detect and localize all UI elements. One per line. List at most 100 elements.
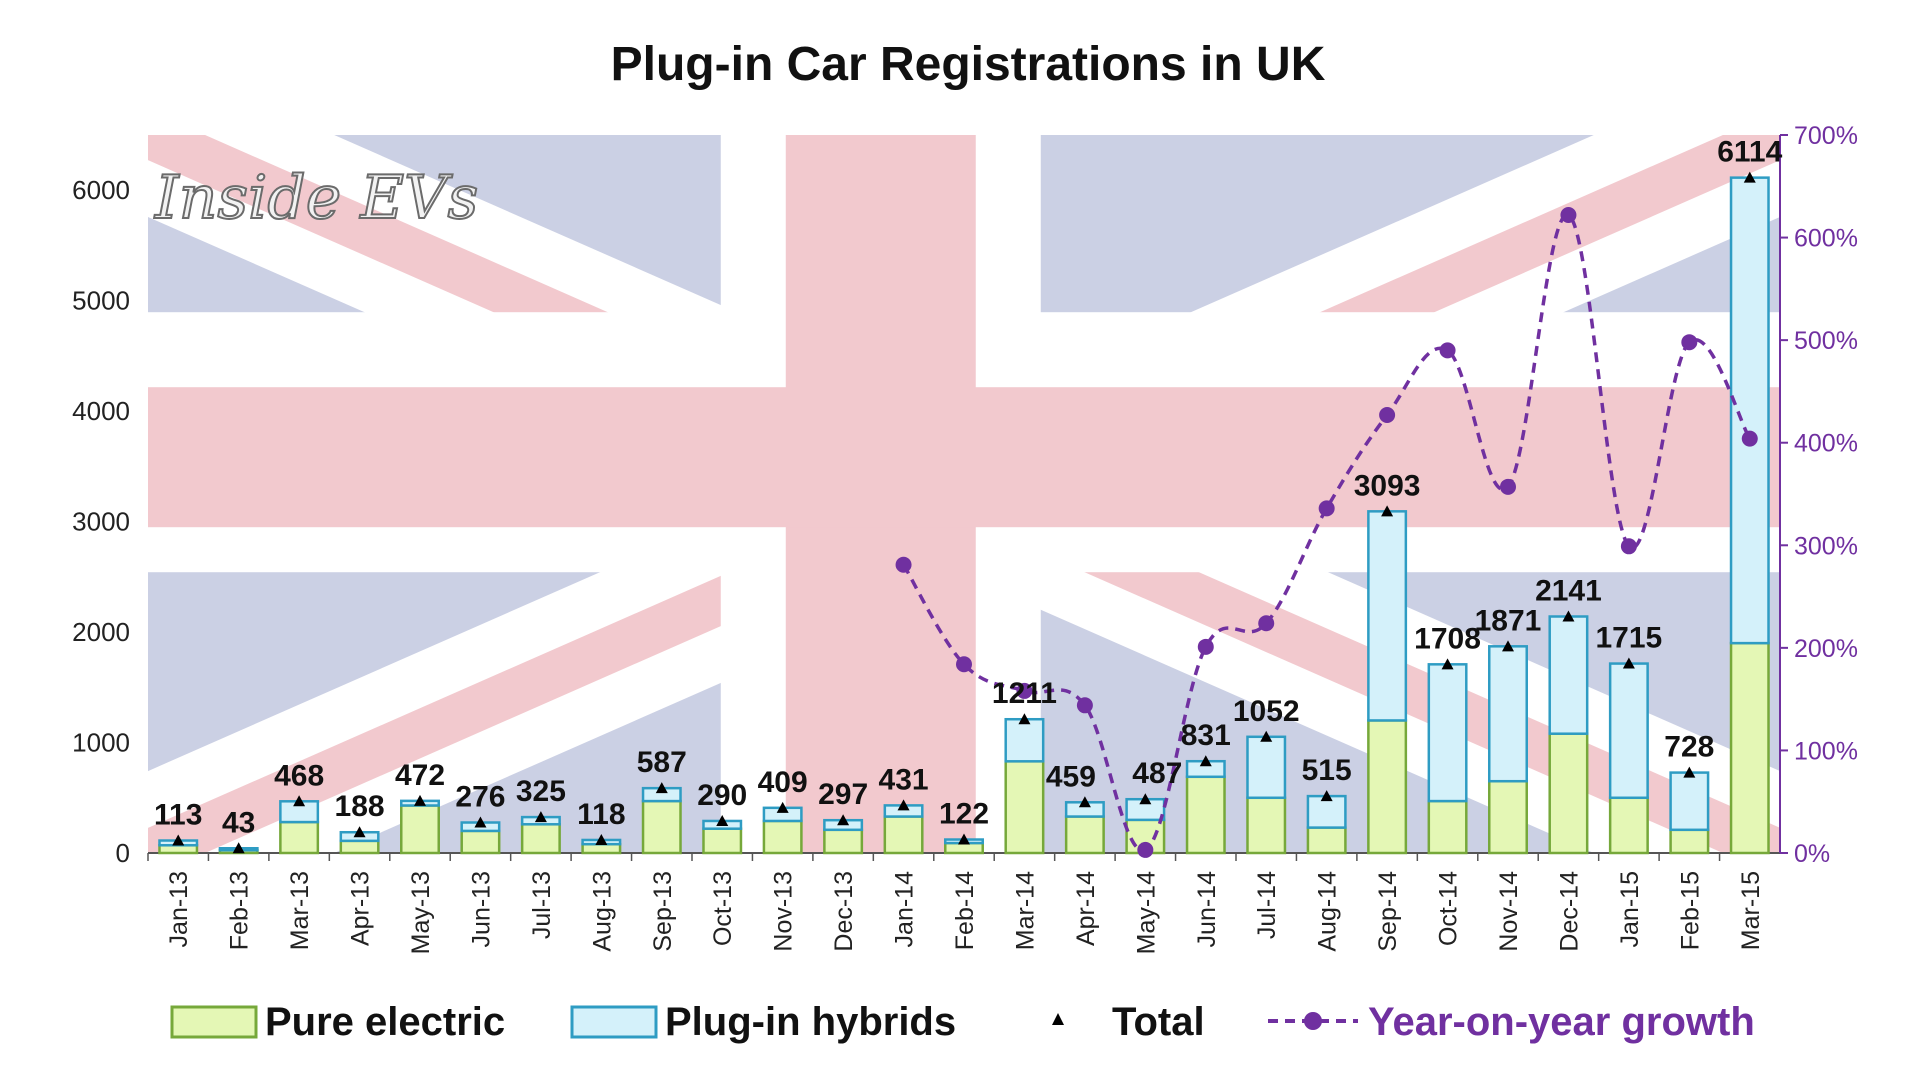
growth-point <box>1137 841 1154 858</box>
growth-point <box>1379 407 1396 424</box>
total-marker <box>1320 790 1333 802</box>
bar-pure-electric <box>1427 799 1468 855</box>
x-tick-label: Feb-13 <box>226 871 254 950</box>
total-data-label: 276 <box>455 781 505 814</box>
x-tick-label: Mar-13 <box>286 871 314 950</box>
total-data-label: 325 <box>516 775 566 808</box>
total-data-label: 113 <box>154 799 202 832</box>
x-tick-label: Dec-13 <box>830 871 858 952</box>
total-marker <box>414 794 426 806</box>
total-data-label: 431 <box>879 763 929 796</box>
total-marker <box>1441 658 1454 670</box>
total-data-label: 409 <box>758 766 808 799</box>
total-marker <box>1622 657 1635 669</box>
legend-label-plugin-hybrids: Plug-in hybrids <box>665 1000 956 1044</box>
total-marker <box>837 814 850 826</box>
growth-point <box>1620 538 1637 555</box>
legend-label-pure-electric: Pure electric <box>265 1000 505 1044</box>
total-data-label: 487 <box>1132 757 1182 790</box>
legend-label-total: Total <box>1112 1000 1205 1044</box>
x-tick-label: Jul-14 <box>1253 871 1281 939</box>
bar-plugin-hybrid <box>1427 663 1468 803</box>
x-tick-label: May-14 <box>1132 871 1160 954</box>
total-data-label: 1052 <box>1233 695 1300 728</box>
bar-pure-electric <box>702 827 743 855</box>
bar-pure-electric <box>1064 815 1105 855</box>
growth-point <box>1016 682 1033 699</box>
total-marker <box>716 814 729 826</box>
x-tick-label: Jun-14 <box>1193 871 1221 948</box>
bar-plugin-hybrid <box>1367 510 1408 722</box>
total-markers: 113 43 468 188 472 276 325 118 587 290 409 297 431 12… <box>154 136 1783 854</box>
total-data-label: 6114 <box>1717 136 1782 169</box>
x-tick-label: Dec-14 <box>1555 871 1583 952</box>
bar-plugin-hybrid <box>1608 662 1649 800</box>
flag-cross-red <box>148 387 1780 528</box>
x-tick-label: Jun-13 <box>467 871 495 947</box>
bar-pure-electric <box>641 799 682 855</box>
bar-plugin-hybrid <box>1004 717 1045 763</box>
bar-plugin-hybrid <box>1669 771 1710 832</box>
y-tick-label: 2000 <box>72 617 130 647</box>
chart-title: Plug-in Car Registrations in UK <box>611 38 1326 91</box>
total-data-label: 43 <box>222 806 255 839</box>
growth-point <box>1318 500 1335 517</box>
growth-point <box>1076 697 1093 714</box>
growth-point <box>1197 638 1214 655</box>
total-data-label: 122 <box>939 798 989 831</box>
total-data-label: 1871 <box>1475 604 1542 637</box>
y2-tick-label: 700% <box>1794 122 1858 150</box>
total-marker <box>353 826 366 838</box>
legend-marker-total <box>1052 1013 1064 1025</box>
growth-point <box>895 556 912 573</box>
x-tick-label: Jul-13 <box>528 871 556 939</box>
x-tick-label: Feb-15 <box>1676 871 1704 950</box>
growth-point <box>1258 615 1275 632</box>
legend-swatch-plugin-hybrids <box>570 1005 658 1039</box>
total-data-label: 515 <box>1302 754 1352 787</box>
growth-point <box>956 656 972 673</box>
y2-tick-label: 600% <box>1794 225 1858 253</box>
x-tick-label: Mar-14 <box>1011 871 1039 950</box>
bar-pure-electric <box>279 820 320 855</box>
bar-pure-electric <box>400 804 440 855</box>
bar-plugin-hybrid <box>1246 735 1287 800</box>
y-tick-label: 0 <box>116 838 130 868</box>
bar-pure-electric <box>581 842 622 855</box>
x-tick-label: Apr-13 <box>347 871 375 946</box>
total-marker <box>1139 793 1152 805</box>
total-marker <box>1078 796 1091 808</box>
y-tick-label: 3000 <box>72 507 130 537</box>
x-tick-label: Nov-13 <box>770 871 798 952</box>
bar-plugin-hybrid <box>1548 615 1589 735</box>
bar-pure-electric <box>1608 796 1649 855</box>
y-tick-label: 4000 <box>72 396 130 426</box>
x-tick-label: Feb-14 <box>951 871 979 950</box>
total-data-label: 587 <box>637 746 687 779</box>
y2-tick-label: 500% <box>1794 327 1858 355</box>
y-tick-label: 1000 <box>72 728 130 758</box>
total-marker <box>534 811 547 823</box>
y2-tick-label: 400% <box>1794 430 1858 458</box>
total-marker <box>1260 730 1273 742</box>
bar-pure-electric <box>823 828 864 855</box>
total-data-label: 1211 <box>992 677 1057 710</box>
bar-pure-electric <box>1185 775 1226 855</box>
growth-point <box>1681 334 1698 351</box>
total-marker <box>776 801 789 813</box>
x-tick-label: Oct-14 <box>1435 871 1463 946</box>
x-tick-label: Nov-14 <box>1495 871 1523 952</box>
bar-pure-electric <box>762 819 803 855</box>
total-marker <box>1502 640 1514 652</box>
total-data-label: 468 <box>274 759 324 792</box>
bar-pure-electric <box>944 841 984 855</box>
x-tick-label: Sep-14 <box>1374 871 1402 952</box>
legend-marker-growth <box>1304 1012 1322 1030</box>
total-data-label: 118 <box>577 798 625 831</box>
x-tick-label: Sep-13 <box>649 871 677 952</box>
total-data-label: 459 <box>1046 760 1096 793</box>
x-tick-label: Aug-14 <box>1314 871 1342 952</box>
bar-pure-electric <box>1729 641 1770 855</box>
bar-plugin-hybrid <box>1729 176 1770 645</box>
total-marker <box>1199 755 1212 767</box>
